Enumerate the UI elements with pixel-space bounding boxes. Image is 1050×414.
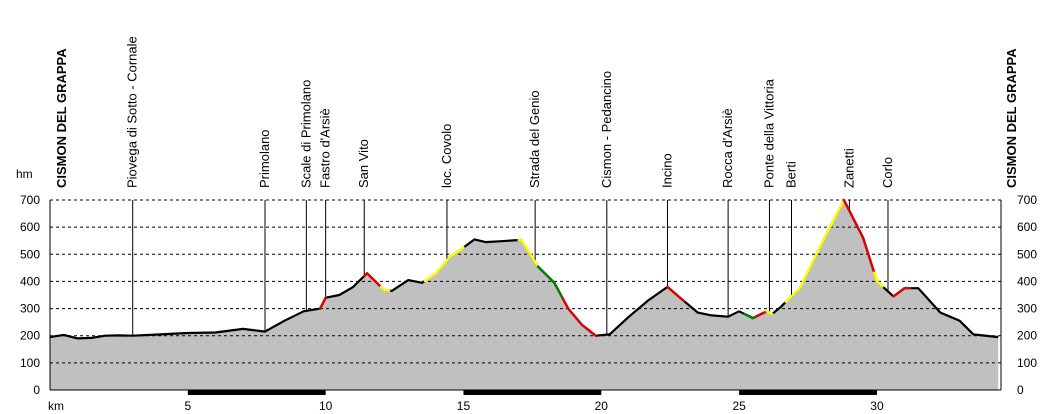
y-tick-label: 500 (20, 247, 40, 261)
gradient-segment (842, 198, 879, 283)
gradient-segment (892, 287, 912, 298)
gradient-segment (666, 285, 686, 303)
waypoint-label: Berti (784, 161, 799, 188)
y-tick-label: 0 (33, 383, 40, 397)
waypoint-label: Ponte della Vittoria (762, 78, 777, 188)
y-tick-label-right: 400 (1017, 274, 1037, 288)
waypoint-label: CISMON DEL GRAPPA (54, 48, 69, 188)
y-tick-label-right: 200 (1017, 329, 1037, 343)
y-tick-label-right: 100 (1017, 356, 1037, 370)
distance-scale-bar (187, 390, 326, 395)
gradient-segment (363, 271, 382, 289)
y-tick-label: 400 (20, 274, 40, 288)
distance-scale-bar (463, 390, 602, 395)
y-tick-label: 700 (20, 193, 40, 207)
gradient-segment (561, 297, 597, 337)
y-tick-label: 200 (20, 329, 40, 343)
waypoint-label: Incino (660, 153, 675, 188)
profile-area (50, 200, 999, 390)
x-tick-label: 5 (184, 399, 191, 413)
gradient-segment (379, 285, 391, 292)
y-tick-label: 600 (20, 220, 40, 234)
distance-scale-bar (739, 390, 877, 395)
waypoint-label: CISMON DEL GRAPPA (1004, 48, 1019, 188)
waypoint-label: San Vito (356, 139, 371, 188)
y-axis-unit: hm (16, 167, 33, 181)
x-tick-label: 30 (870, 399, 884, 413)
waypoint-label: Cismon - Pedancino (599, 71, 614, 188)
waypoint-label: Primolano (257, 129, 272, 188)
waypoint-label: Fastro d'Arsiè (318, 108, 333, 188)
gradient-segment (873, 271, 884, 288)
gradient-segment (517, 238, 540, 268)
y-tick-label-right: 500 (1017, 247, 1037, 261)
waypoint-label: Scale di Primolano (298, 80, 313, 188)
x-tick-label: 15 (457, 399, 471, 413)
x-tick-label: 25 (732, 399, 746, 413)
waypoint-label: Piovega di Sotto - Cornale (125, 36, 140, 188)
gradient-segment (765, 310, 774, 316)
y-tick-label-right: 300 (1017, 302, 1037, 316)
gradient-segment (536, 265, 564, 300)
waypoint-label: Zanetti (841, 148, 856, 188)
gradient-segment (423, 246, 465, 283)
y-tick-label-right: 700 (1017, 193, 1037, 207)
waypoint-label: Strada del Genio (527, 90, 542, 188)
y-tick-label: 100 (20, 356, 40, 370)
gradient-segment (784, 198, 846, 303)
x-axis-unit: km (48, 399, 64, 413)
gradient-segment (318, 296, 327, 310)
x-tick-label: 20 (595, 399, 609, 413)
x-tick-label: 10 (319, 399, 333, 413)
y-tick-label-right: 0 (1017, 383, 1024, 397)
waypoint-label: Corlo (880, 157, 895, 188)
y-tick-label: 300 (20, 302, 40, 316)
waypoint-label: loc. Covolo (439, 124, 454, 188)
waypoint-label: Rocca d'Arsiè (720, 108, 735, 188)
y-tick-label-right: 600 (1017, 220, 1037, 234)
gradient-segment (754, 310, 768, 318)
